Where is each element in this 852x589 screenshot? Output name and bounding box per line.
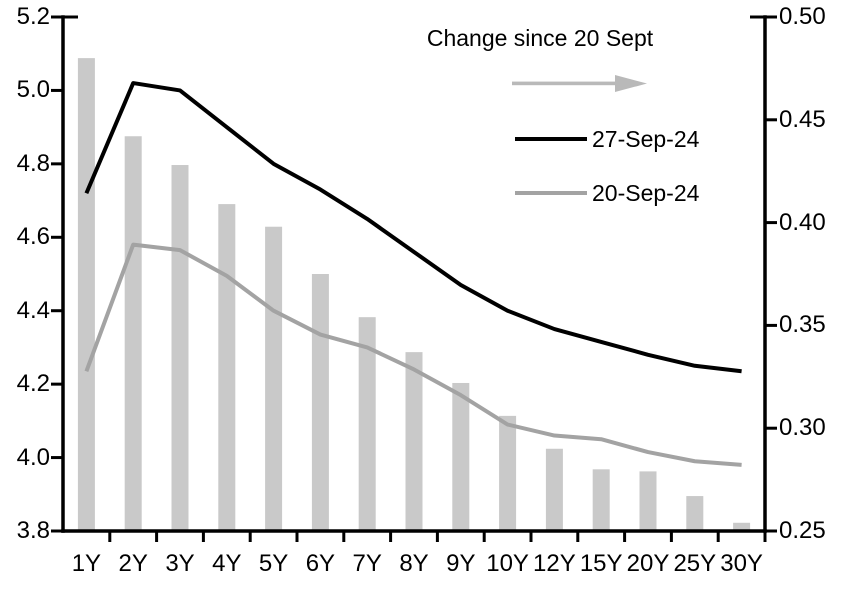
bar-5Y <box>265 226 283 531</box>
left-axis-label: 5.0 <box>16 76 50 104</box>
bar-12Y <box>545 448 563 531</box>
bar-20Y <box>639 471 657 531</box>
x-axis-label-5Y: 5Y <box>258 550 289 577</box>
bar-8Y <box>405 352 423 531</box>
x-axis-label-12Y: 12Y <box>533 550 576 577</box>
left-axis-label: 4.0 <box>16 443 50 471</box>
bar-9Y <box>452 382 470 531</box>
right-axis-label: 0.35 <box>779 311 826 339</box>
right-axis-label: 0.40 <box>779 208 826 236</box>
bar-1Y <box>77 58 95 532</box>
bar-3Y <box>171 165 189 532</box>
left-axis-label: 4.8 <box>16 149 50 177</box>
bar-7Y <box>358 317 376 531</box>
bar-25Y <box>686 496 704 531</box>
x-axis-label-8Y: 8Y <box>399 550 429 577</box>
legend-label-20-sep-24: 20-Sep-24 <box>592 179 700 206</box>
bar-15Y <box>592 469 610 531</box>
right-axis-label: 0.30 <box>779 414 826 442</box>
left-axis-label: 3.8 <box>16 517 50 544</box>
x-axis-label-15Y: 15Y <box>579 550 623 577</box>
x-axis-label-25Y: 25Y <box>673 550 717 577</box>
gray-line-sample-icon <box>515 191 587 195</box>
left-axis-label: 4.2 <box>16 370 50 398</box>
x-axis-label-9Y: 9Y <box>446 550 476 577</box>
legend-item-20-sep-24: 20-Sep-24 <box>515 179 700 206</box>
x-axis-label-7Y: 7Y <box>352 550 382 577</box>
left-axis-label: 4.6 <box>16 223 50 251</box>
line-27-sep-24 <box>84 81 742 374</box>
x-axis-label-30Y: 30Y <box>720 550 763 577</box>
right-axis-label: 0.25 <box>779 517 826 544</box>
left-axis-label: 5.2 <box>16 3 50 30</box>
right-axis-label: 0.45 <box>779 105 826 133</box>
line-20-sep-24 <box>84 242 742 467</box>
x-axis-label-10Y: 10Y <box>486 550 529 577</box>
legend-item-27-sep-24: 27-Sep-24 <box>515 125 700 152</box>
bar-2Y <box>124 136 142 532</box>
legend-annotation: Change since 20 Sept <box>426 25 654 51</box>
bar-4Y <box>218 204 236 531</box>
bar-30Y <box>733 522 751 531</box>
left-axis-label: 4.4 <box>16 296 50 324</box>
bar-10Y <box>499 415 517 531</box>
x-axis-label-2Y: 2Y <box>118 550 148 577</box>
x-axis-label-4Y: 4Y <box>212 550 242 577</box>
black-line-sample-icon <box>515 137 587 141</box>
x-axis-label-6Y: 6Y <box>305 550 336 577</box>
x-axis-label-3Y: 3Y <box>165 550 195 577</box>
bar-6Y <box>311 274 329 531</box>
legend-label-27-sep-24: 27-Sep-24 <box>592 125 700 152</box>
right-axis-label: 0.50 <box>779 3 826 30</box>
x-axis-label-20Y: 20Y <box>626 550 670 577</box>
right-arrow-icon <box>512 75 647 92</box>
x-axis-label-1Y: 1Y <box>71 550 102 577</box>
